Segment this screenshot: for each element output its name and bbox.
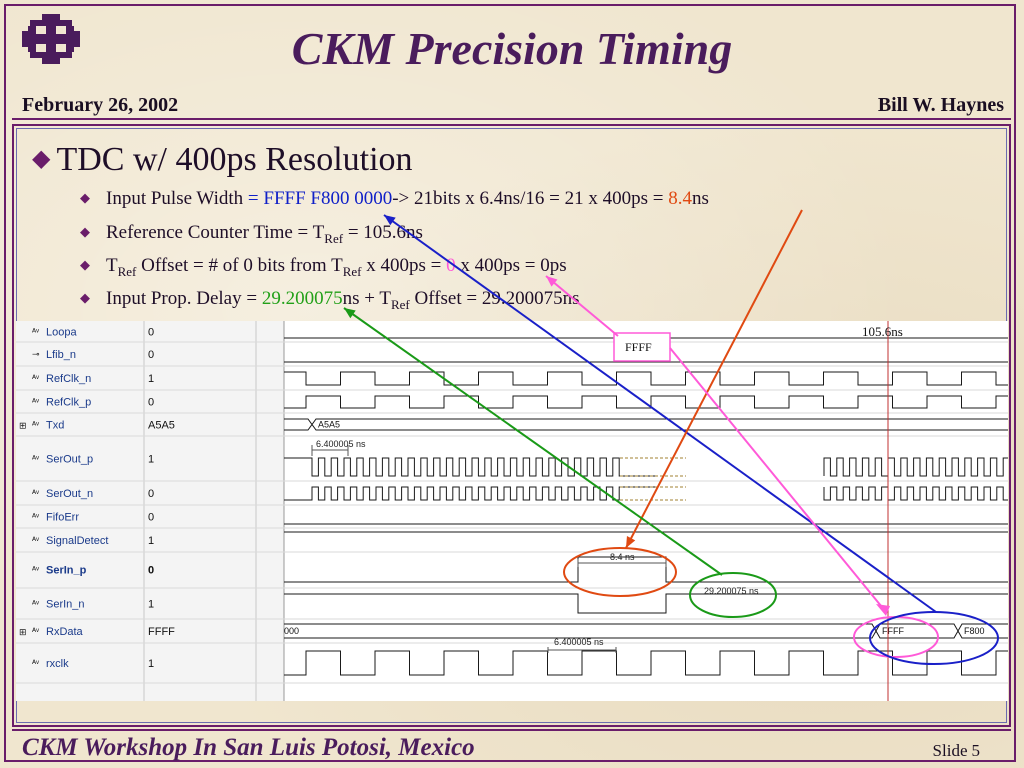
signal-name: SerIn_p	[46, 565, 87, 577]
signal-name: SerOut_p	[46, 454, 93, 466]
b1-pre: Input Pulse Width	[106, 188, 248, 209]
signal-name: Loopa	[46, 327, 77, 339]
slide-date: February 26, 2002	[22, 94, 179, 116]
signal-value: 0	[148, 397, 154, 409]
sub-bullet-input-pulse-width: ◆ Input Pulse Width = FFFF F800 0000-> 21…	[80, 188, 709, 210]
signal-name: RefClk_p	[46, 397, 91, 409]
signal-type-icon: ᴬᵛ	[31, 535, 39, 545]
signal-type-icon: ᴬᵛ	[31, 626, 39, 636]
signal-name: SignalDetect	[46, 535, 108, 547]
signal-value: 1	[148, 454, 154, 466]
measure-serin-label: 8.4 ns	[610, 552, 635, 562]
footer-rule	[12, 729, 1011, 731]
waveform-viewer: ᴬᵛ Loopa 0 ⊸ Lfib_n 0 ᴬᵛ RefClk_n 1 ᴬᵛ RefClk_p 0 ⊞ ᴬ…	[16, 321, 1008, 701]
footer-event: CKM Workshop In San Luis Potosi, Mexico	[22, 734, 475, 761]
signal-value: 0	[148, 327, 154, 339]
b3-zero: 0	[446, 255, 456, 276]
signal-value: 0	[148, 512, 154, 524]
signal-value: 1	[148, 658, 154, 670]
b2-pre: Reference Counter Time = T	[106, 222, 325, 243]
sub-bullet-input-prop-delay: ◆ Input Prop. Delay = 29.200075ns + TRef …	[80, 288, 580, 313]
expand-icon: ⊞	[19, 421, 27, 431]
signal-value: A5A5	[148, 420, 175, 432]
rxdata-bus-label: F800	[964, 626, 985, 636]
signal-type-icon: ⊸	[32, 349, 40, 359]
slide-number-value: 5	[971, 741, 981, 760]
signal-type-icon: ᴬᵛ	[31, 658, 39, 668]
b4-post: Offset = 29.200075ns	[409, 288, 580, 309]
b2-post: = 105.6ns	[343, 222, 423, 243]
header-rule	[12, 118, 1011, 120]
signal-type-icon: ᴬᵛ	[31, 454, 39, 464]
signal-name: RxData	[46, 626, 84, 638]
b2-sub: Ref	[324, 230, 344, 246]
slide-author: Bill W. Haynes	[877, 94, 1004, 116]
diamond-bullet-icon: ◆	[80, 224, 90, 239]
rxdata-bus-label: FFFF	[882, 626, 904, 636]
sub-bullet-tref-offset: ◆ TRef Offset = # of 0 bits from TRef x 4…	[80, 255, 567, 280]
measure-delay-label: 29.200075 ns	[704, 586, 759, 596]
b3-sub2: Ref	[342, 263, 362, 279]
signal-type-icon: ᴬᵛ	[31, 512, 39, 522]
signal-type-icon: ᴬᵛ	[31, 599, 39, 609]
signal-panel-background	[16, 321, 284, 701]
slide-frame	[4, 4, 1016, 762]
signal-name: Lfib_n	[46, 349, 76, 361]
signal-value: 1	[148, 599, 154, 611]
b3-mid: Offset = # of 0 bits from T	[136, 255, 343, 276]
signal-value: 1	[148, 373, 154, 385]
slide-title: CKM Precision Timing	[291, 23, 733, 74]
signal-value: 0	[148, 565, 154, 577]
expand-icon: ⊞	[19, 627, 27, 637]
measure-serout-label: 6.400005 ns	[316, 439, 366, 449]
measure-rxclk-label: 6.400005 ns	[554, 637, 604, 647]
sub-bullet-ref-counter-time: ◆ Reference Counter Time = TRef = 105.6ns	[80, 222, 423, 247]
b1-val: 8.4	[668, 188, 692, 209]
signal-name: rxclk	[46, 658, 69, 670]
fermilab-logo-icon	[22, 14, 80, 64]
rxdata-bus-label: 000	[284, 626, 299, 636]
b1-eq: =	[247, 188, 264, 209]
signal-type-icon: ᴬᵛ	[31, 373, 39, 383]
signal-name: SerIn_n	[46, 599, 85, 611]
main-bullet: ◆ TDC w/ 400ps Resolution	[32, 141, 413, 179]
signal-value: 0	[148, 488, 154, 500]
slide-number: Slide 5	[933, 741, 980, 761]
b4-pre: Input Prop. Delay =	[106, 288, 262, 309]
content-frame	[12, 124, 1011, 727]
signal-value: FFFF	[148, 626, 175, 638]
slide-label: Slide	[932, 741, 968, 760]
txd-bus-label: A5A5	[318, 420, 340, 430]
b3-post: x 400ps = 0ps	[455, 255, 567, 276]
signal-type-icon: ᴬᵛ	[31, 488, 39, 498]
b3-t1: T	[106, 255, 118, 276]
b4-val: 29.200075	[261, 288, 343, 309]
b1-hex: FFFF F800 0000	[263, 188, 393, 209]
signal-name: RefClk_n	[46, 373, 91, 385]
signal-name: Txd	[46, 420, 64, 432]
signal-value: 1	[148, 535, 154, 547]
diamond-bullet-icon: ◆	[80, 190, 90, 205]
diamond-bullet-icon: ◆	[32, 146, 51, 172]
signal-name: FifoErr	[46, 512, 79, 524]
b4-mid: ns + T	[342, 288, 391, 309]
diamond-bullet-icon: ◆	[80, 257, 90, 272]
b1-mid: -> 21bits x 6.4ns/16 = 21 x 400ps =	[392, 188, 669, 209]
signal-type-icon: ᴬᵛ	[31, 565, 39, 575]
wave-rxclk	[284, 650, 1008, 676]
b4-sub: Ref	[390, 296, 410, 312]
signal-type-icon: ᴬᵛ	[31, 327, 39, 337]
measure-bracket	[547, 647, 617, 653]
b1-unit: ns	[691, 188, 709, 209]
signal-type-icon: ᴬᵛ	[31, 420, 39, 430]
b3-sub1: Ref	[117, 263, 137, 279]
main-bullet-text: TDC w/ 400ps Resolution	[56, 141, 413, 178]
b3-mid2: x 400ps =	[361, 255, 447, 276]
signal-name: SerOut_n	[46, 488, 93, 500]
signal-type-icon: ᴬᵛ	[31, 397, 39, 407]
signal-value: 0	[148, 349, 154, 361]
diamond-bullet-icon: ◆	[80, 290, 90, 305]
